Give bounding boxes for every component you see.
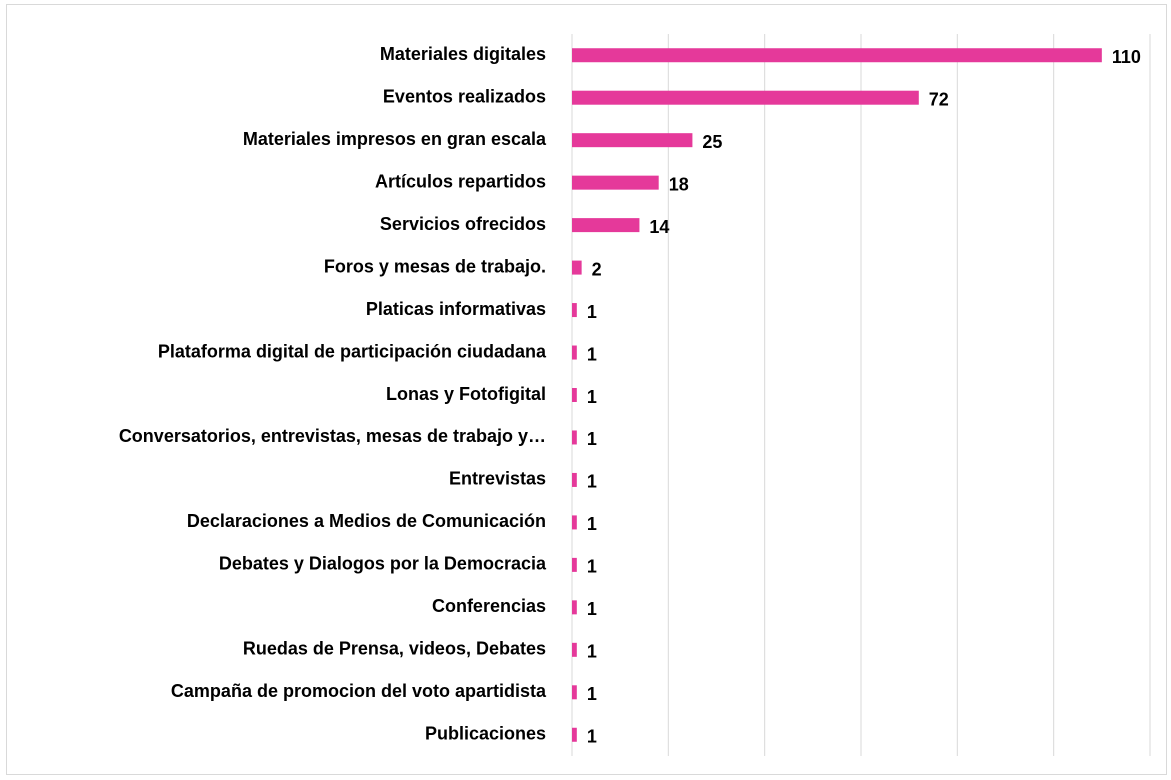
data-label: 72 [929, 89, 949, 109]
y-tick-label: Artículos repartidos [375, 171, 546, 191]
data-label: 1 [587, 642, 597, 662]
bar [572, 642, 577, 657]
y-tick-label: Servicios ofrecidos [380, 214, 546, 234]
bar [572, 600, 577, 615]
data-label: 1 [587, 557, 597, 577]
y-tick-label: Declaraciones a Medios de Comunicación [187, 511, 546, 531]
bar [572, 218, 640, 233]
data-label: 2 [592, 259, 602, 279]
bar [572, 557, 577, 572]
y-tick-label: Foros y mesas de trabajo. [324, 256, 546, 276]
bar [572, 133, 693, 148]
bar [572, 515, 577, 530]
data-label: 1 [587, 344, 597, 364]
bar [572, 430, 577, 445]
data-label: 25 [702, 132, 722, 152]
y-tick-label: Materiales impresos en gran escala [243, 129, 547, 149]
y-tick-label: Lonas y Fotofigital [386, 384, 546, 404]
y-tick-label: Materiales digitales [380, 44, 546, 64]
bar [572, 685, 577, 700]
y-tick-label: Platicas informativas [366, 299, 546, 319]
data-label: 14 [649, 217, 669, 237]
bar [572, 303, 577, 318]
data-label: 1 [587, 514, 597, 534]
data-label: 1 [587, 472, 597, 492]
y-tick-label: Debates y Dialogos por la Democracia [219, 554, 547, 574]
y-tick-label: Ruedas de Prensa, videos, Debates [243, 639, 546, 659]
bar [572, 260, 582, 275]
data-label: 1 [587, 727, 597, 747]
bar [572, 727, 577, 742]
y-tick-label: Eventos realizados [383, 86, 546, 106]
y-tick-label: Campaña de promocion del voto apartidist… [171, 681, 547, 701]
bar [572, 472, 577, 487]
bar [572, 175, 659, 190]
data-label: 1 [587, 302, 597, 322]
data-label: 1 [587, 599, 597, 619]
y-tick-label: Conversatorios, entrevistas, mesas de tr… [119, 426, 546, 446]
y-tick-label: Plataforma digital de participación ciud… [158, 341, 547, 361]
y-tick-label: Publicaciones [425, 724, 546, 744]
y-tick-label: Entrevistas [449, 469, 546, 489]
data-label: 1 [587, 684, 597, 704]
bar [572, 345, 577, 360]
bar [572, 48, 1102, 63]
data-label: 18 [669, 174, 689, 194]
y-tick-label: Conferencias [432, 596, 546, 616]
bar [572, 388, 577, 402]
data-label: 1 [587, 429, 597, 449]
data-label: 1 [587, 387, 597, 407]
chart-border [6, 4, 1167, 775]
bar [572, 90, 919, 105]
data-label: 110 [1112, 47, 1141, 67]
